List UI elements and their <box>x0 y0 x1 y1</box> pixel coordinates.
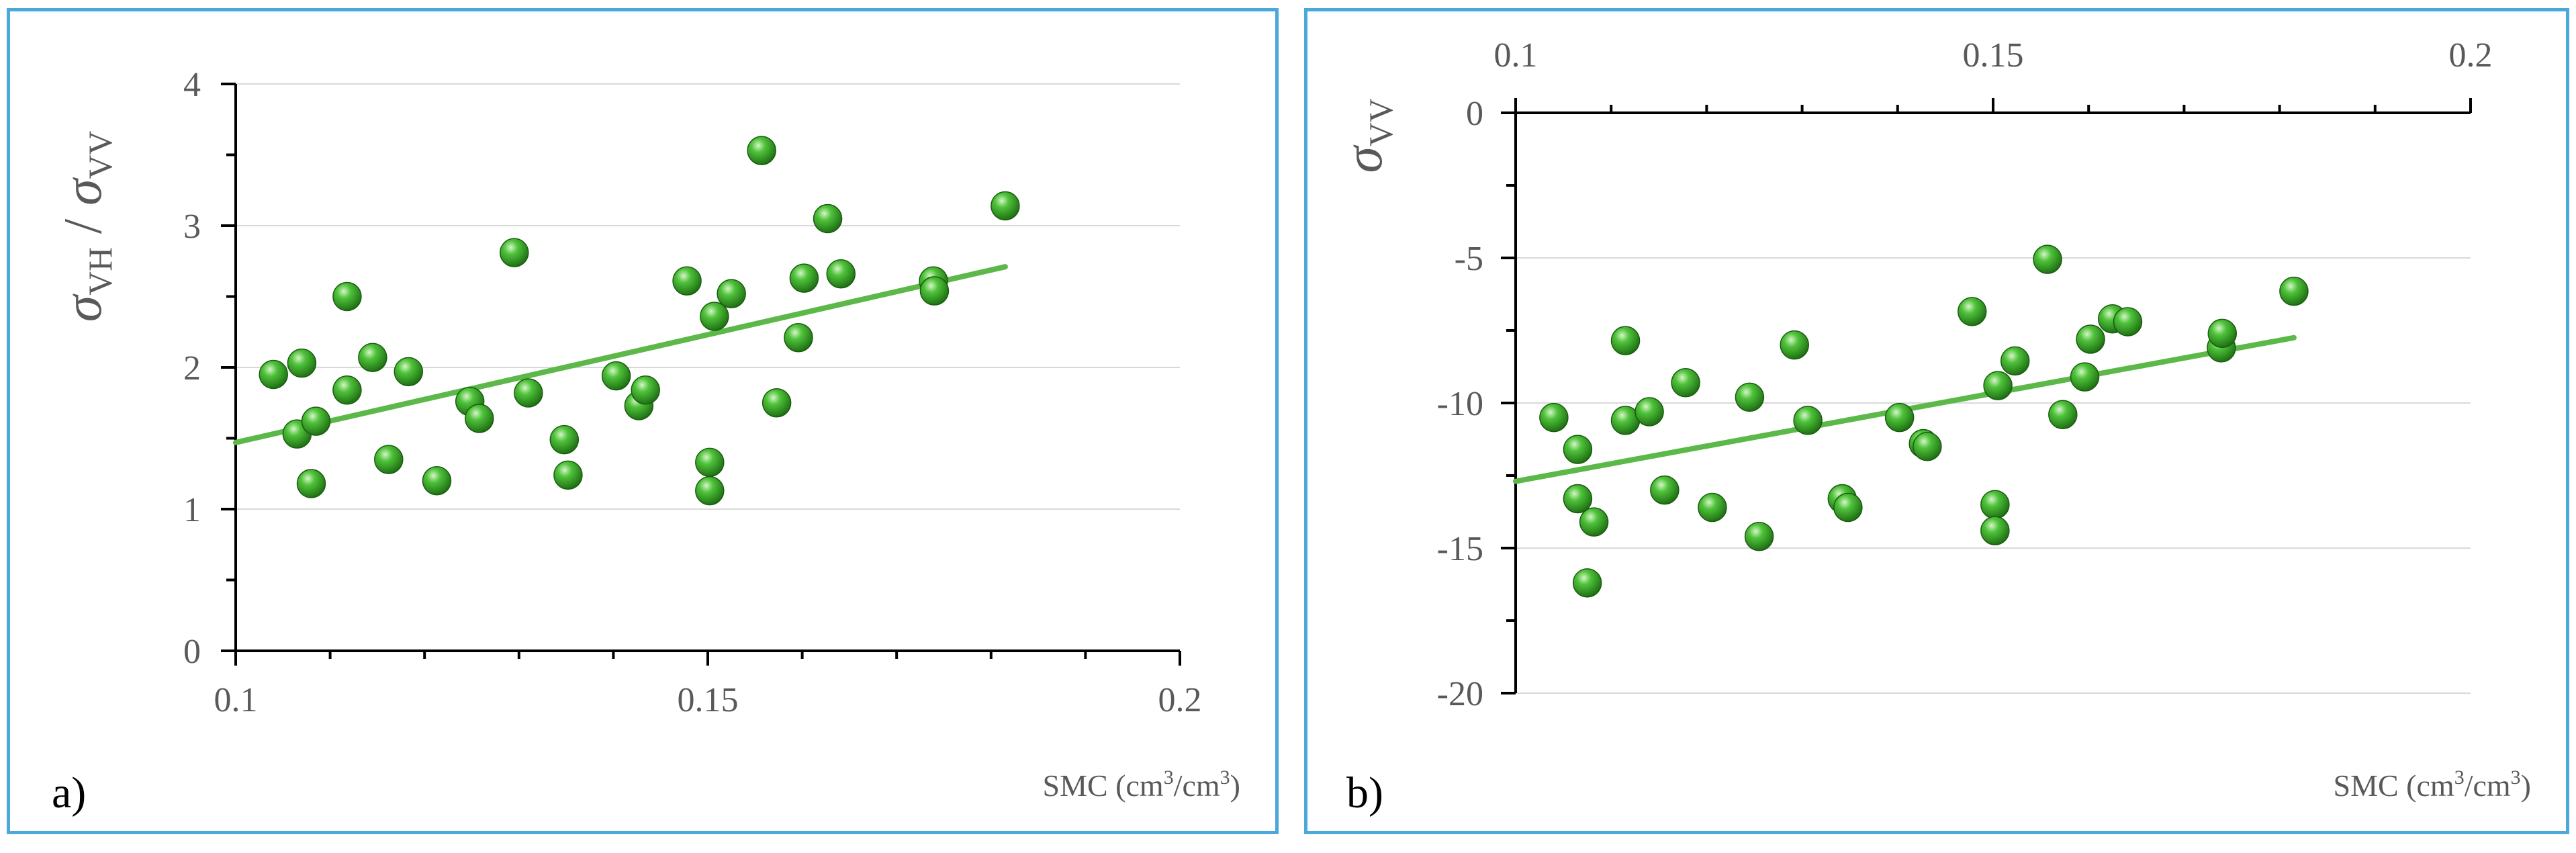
points-b <box>1539 244 2309 598</box>
data-point-b-2 <box>1563 484 1593 514</box>
data-point-a-17 <box>601 361 631 391</box>
y-tick-label-b-4: 0 <box>1466 95 1483 133</box>
data-point-b-23 <box>1983 371 2013 400</box>
x-tick-label-a-1: 0.15 <box>678 681 739 719</box>
panel-b: 0.1 0.15 0.2 -20 -15 -10 -5 0 σVV SMC (cm3/cm3) b) <box>1304 8 2569 834</box>
trendline-line-a <box>233 264 1008 445</box>
data-point-a-3 <box>296 469 326 498</box>
data-point-b-3 <box>1572 568 1602 598</box>
data-point-a-10 <box>422 466 452 496</box>
data-point-a-21 <box>695 447 725 478</box>
data-point-b-25 <box>2033 244 2062 274</box>
y-tick-label-b-3: -5 <box>1455 240 1483 278</box>
data-point-b-7 <box>1635 397 1664 426</box>
data-point-a-13 <box>500 238 529 267</box>
data-point-a-12 <box>464 404 494 433</box>
data-point-a-32 <box>919 276 950 306</box>
y-tick-label-a-0: 0 <box>183 633 201 671</box>
y-tick-label-a-3: 3 <box>183 208 201 246</box>
data-point-b-14 <box>1793 406 1823 435</box>
data-point-b-19 <box>1913 432 1942 461</box>
x-tick-label-a-0: 0.1 <box>214 681 258 719</box>
y-tick-label-a-1: 1 <box>183 491 201 529</box>
data-point-b-13 <box>1780 330 1809 360</box>
data-point-a-23 <box>700 302 729 331</box>
data-point-b-10 <box>1698 492 1727 523</box>
y-axis-title-b: σVV <box>1334 98 1399 173</box>
y-tick-label-b-1: -15 <box>1437 530 1483 568</box>
chart-b: 0.1 0.15 0.2 -20 -15 -10 -5 0 σVV SMC (cm3/cm3) b) <box>1334 36 2531 817</box>
data-point-b-8 <box>1650 475 1680 505</box>
x-tick-label-a-2: 0.2 <box>1158 681 1202 719</box>
x-axis-title-a: SMC (cm3/cm3) <box>1043 766 1241 803</box>
y-tick-label-a-2: 2 <box>183 349 201 388</box>
data-point-a-6 <box>332 375 362 405</box>
y-tick-label-b-0: -20 <box>1437 675 1483 713</box>
data-point-b-30 <box>2113 307 2143 336</box>
data-point-a-24 <box>717 279 746 309</box>
data-point-a-33 <box>991 191 1020 221</box>
data-point-b-17 <box>1884 402 1915 433</box>
data-point-b-12 <box>1744 521 1774 551</box>
data-point-b-21 <box>1980 490 2010 519</box>
y-tick-label-a-4: 4 <box>183 66 201 104</box>
data-point-a-28 <box>789 263 819 293</box>
data-point-b-1 <box>1563 435 1593 464</box>
data-point-a-2 <box>287 348 317 378</box>
data-point-b-27 <box>2070 362 2100 392</box>
data-point-a-20 <box>672 266 702 296</box>
data-point-a-27 <box>784 322 813 353</box>
data-point-a-30 <box>826 259 856 289</box>
data-point-b-32 <box>2207 318 2238 349</box>
data-point-b-9 <box>1671 368 1700 398</box>
data-point-a-15 <box>549 424 580 455</box>
data-point-b-4 <box>1579 507 1609 537</box>
labels-b: 0.1 0.15 0.2 -20 -15 -10 -5 0 σVV SMC (cm3/cm3) b) <box>1334 36 2531 817</box>
panel-a: 0.1 0.15 0.2 0 1 2 3 4 σVH / σVV SMC (cm3/cm3) a) <box>7 8 1279 834</box>
data-point-b-11 <box>1735 382 1765 412</box>
data-point-b-20 <box>1957 297 1987 326</box>
x-tick-label-b-2: 0.2 <box>2449 36 2493 75</box>
data-point-b-22 <box>1980 516 2010 545</box>
x-tick-label-b-1: 0.15 <box>1963 36 2024 75</box>
data-point-b-0 <box>1539 402 1569 433</box>
data-point-b-16 <box>1833 492 1863 523</box>
data-point-a-29 <box>813 204 843 234</box>
data-point-b-26 <box>2048 400 2078 430</box>
data-point-a-14 <box>514 378 543 408</box>
data-point-a-5 <box>332 281 362 312</box>
data-point-b-33 <box>2279 276 2309 306</box>
y-tick-label-b-2: -10 <box>1437 385 1483 423</box>
axes-a <box>221 83 1181 666</box>
data-point-b-24 <box>2000 346 2030 376</box>
data-point-b-5 <box>1610 326 1641 355</box>
data-point-a-8 <box>374 445 404 474</box>
data-point-a-0 <box>259 359 288 390</box>
data-point-a-26 <box>762 388 792 418</box>
chart-a: 0.1 0.15 0.2 0 1 2 3 4 σVH / σVV SMC (cm3/cm3) a) <box>52 66 1240 817</box>
x-tick-label-b-0: 0.1 <box>1494 36 1538 75</box>
data-point-a-7 <box>358 343 387 372</box>
data-point-a-16 <box>553 460 583 490</box>
panel-label-b: b) <box>1346 768 1383 817</box>
data-point-b-28 <box>2076 324 2105 354</box>
data-point-a-22 <box>695 476 725 506</box>
x-axis-title-b: SMC (cm3/cm3) <box>2334 766 2532 803</box>
panel-label-a: a) <box>52 768 86 817</box>
points-a <box>259 136 1020 506</box>
axes-b <box>1501 98 2472 694</box>
data-point-a-4 <box>301 406 331 436</box>
trendline-a <box>233 264 1008 445</box>
data-point-a-25 <box>747 136 776 165</box>
y-axis-title-a: σVH / σVV <box>54 131 119 322</box>
data-point-a-9 <box>394 357 424 387</box>
labels-a: 0.1 0.15 0.2 0 1 2 3 4 σVH / σVV SMC (cm3/cm3) a) <box>52 66 1240 817</box>
data-point-a-19 <box>631 375 660 405</box>
